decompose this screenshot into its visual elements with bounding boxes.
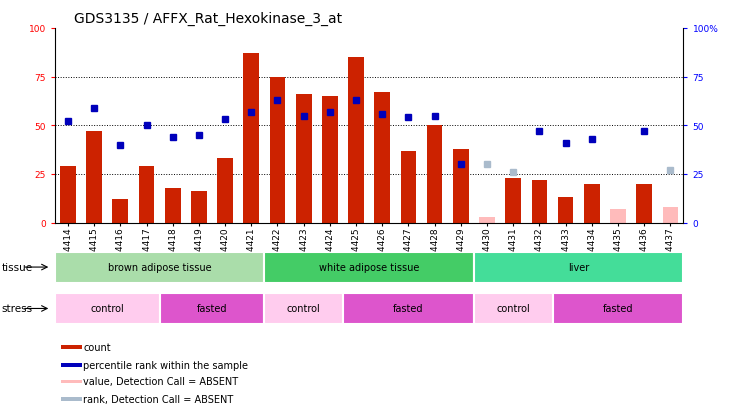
Text: percentile rank within the sample: percentile rank within the sample: [83, 360, 248, 370]
Text: brown adipose tissue: brown adipose tissue: [107, 262, 211, 273]
Bar: [265, 293, 343, 324]
Bar: [505, 178, 521, 223]
Bar: [61, 363, 82, 367]
Text: white adipose tissue: white adipose tissue: [319, 262, 420, 273]
Bar: [159, 293, 265, 324]
Bar: [270, 77, 285, 223]
Bar: [636, 184, 652, 223]
Bar: [265, 252, 474, 283]
Text: rank, Detection Call = ABSENT: rank, Detection Call = ABSENT: [83, 394, 233, 404]
Text: liver: liver: [568, 262, 589, 273]
Bar: [61, 380, 82, 384]
Text: fasted: fasted: [197, 304, 227, 314]
Text: tissue: tissue: [1, 262, 33, 273]
Bar: [322, 97, 338, 223]
Bar: [296, 95, 311, 223]
Text: stress: stress: [1, 304, 33, 314]
Bar: [610, 209, 626, 223]
Text: GDS3135 / AFFX_Rat_Hexokinase_3_at: GDS3135 / AFFX_Rat_Hexokinase_3_at: [74, 12, 342, 26]
Text: control: control: [496, 304, 530, 314]
Bar: [164, 188, 181, 223]
Bar: [474, 252, 683, 283]
Bar: [61, 345, 82, 349]
Bar: [584, 184, 599, 223]
Bar: [401, 151, 416, 223]
Bar: [139, 167, 154, 223]
Bar: [427, 126, 442, 223]
Text: control: control: [91, 304, 124, 314]
Text: count: count: [83, 342, 110, 352]
Text: value, Detection Call = ABSENT: value, Detection Call = ABSENT: [83, 377, 238, 387]
Text: fasted: fasted: [393, 304, 424, 314]
Bar: [474, 293, 553, 324]
Bar: [55, 293, 159, 324]
Bar: [553, 293, 683, 324]
Bar: [531, 180, 548, 223]
Text: fasted: fasted: [603, 304, 633, 314]
Bar: [61, 397, 82, 401]
Bar: [217, 159, 233, 223]
Bar: [191, 192, 207, 223]
Bar: [348, 58, 364, 223]
Bar: [374, 93, 390, 223]
Bar: [243, 54, 259, 223]
Bar: [480, 217, 495, 223]
Bar: [60, 167, 76, 223]
Bar: [453, 149, 469, 223]
Bar: [86, 132, 102, 223]
Bar: [113, 200, 128, 223]
Text: control: control: [287, 304, 321, 314]
Bar: [558, 198, 573, 223]
Bar: [662, 207, 678, 223]
Bar: [55, 252, 265, 283]
Bar: [343, 293, 474, 324]
